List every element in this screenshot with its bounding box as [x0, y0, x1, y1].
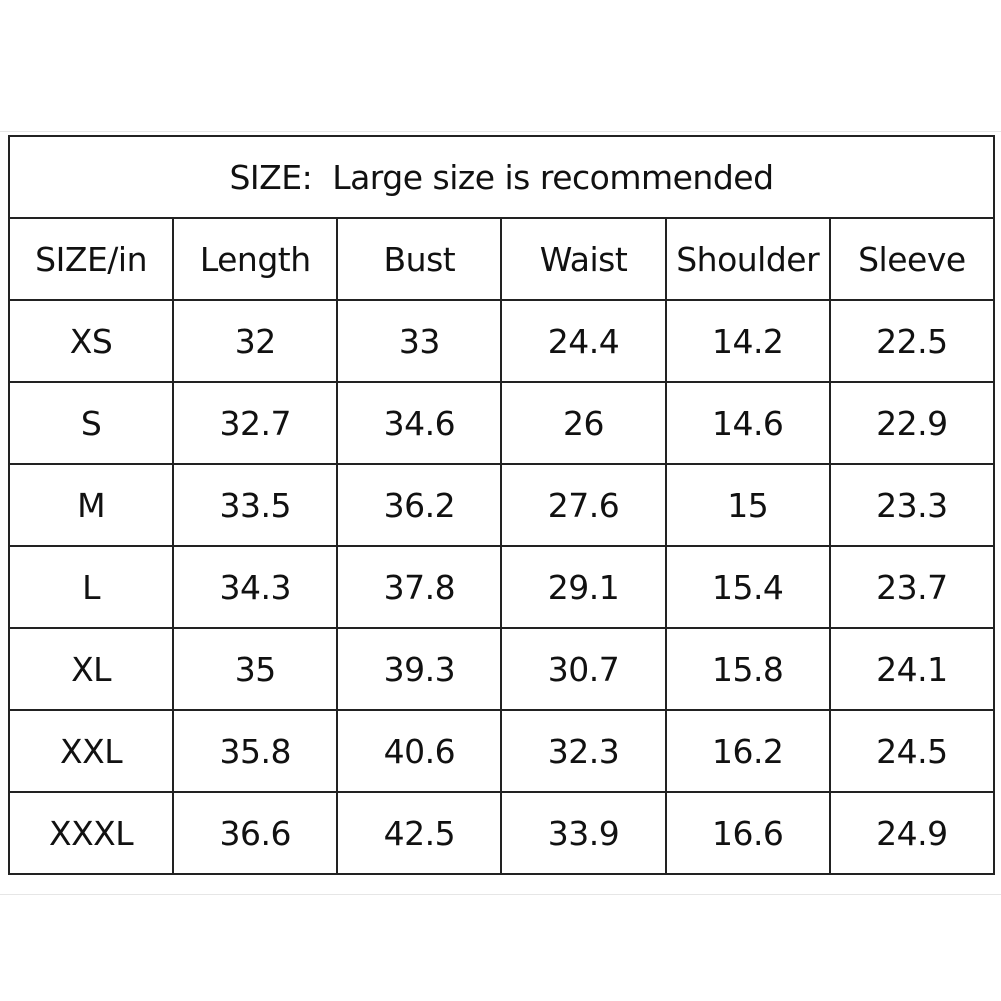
cell: 14.6 [664, 381, 831, 465]
cell: XS [7, 299, 175, 383]
cell: 14.2 [664, 299, 831, 383]
cell: 24.4 [500, 299, 667, 383]
cell: S [7, 381, 175, 465]
header-cell: Shoulder [664, 217, 831, 301]
cell: XXL [7, 709, 175, 793]
cell: 32.7 [172, 381, 339, 465]
cell: 26 [500, 381, 667, 465]
data-row: XXXL 36.6 42.5 33.9 16.6 24.9 [7, 791, 996, 875]
data-row: XXL 35.8 40.6 32.3 16.2 24.5 [7, 709, 996, 793]
cell: 33.9 [500, 791, 667, 875]
cell: 32.3 [500, 709, 667, 793]
cell: 15.8 [664, 627, 831, 711]
cell: 33 [336, 299, 503, 383]
cell: 23.7 [828, 545, 996, 629]
header-cell: Waist [500, 217, 667, 301]
header-cell: Sleeve [828, 217, 996, 301]
cell: 32 [172, 299, 339, 383]
table-title: SIZE: Large size is recommended [8, 135, 995, 219]
cell: 16.2 [664, 709, 831, 793]
cell: 35.8 [172, 709, 339, 793]
cell: 23.3 [828, 463, 996, 547]
cell: 22.5 [828, 299, 996, 383]
header-row: SIZE/in Length Bust Waist Shoulder Sleeve [7, 217, 996, 301]
header-cell: Bust [336, 217, 503, 301]
cell: 15.4 [664, 545, 831, 629]
sheet-gridline [0, 894, 1001, 895]
cell: 27.6 [500, 463, 667, 547]
cell: 36.6 [172, 791, 339, 875]
header-cell: SIZE/in [7, 217, 175, 301]
data-row: M 33.5 36.2 27.6 15 23.3 [7, 463, 996, 547]
cell: 24.5 [828, 709, 996, 793]
cell: 22.9 [828, 381, 996, 465]
cell: 16.6 [664, 791, 831, 875]
data-row: XS 32 33 24.4 14.2 22.5 [7, 299, 996, 383]
cell: 24.1 [828, 627, 996, 711]
cell: 37.8 [336, 545, 503, 629]
cell: 42.5 [336, 791, 503, 875]
cell: XXXL [7, 791, 175, 875]
cell: 30.7 [500, 627, 667, 711]
cell: L [7, 545, 175, 629]
title-row: SIZE: Large size is recommended [8, 135, 995, 219]
cell: 34.6 [336, 381, 503, 465]
cell: 33.5 [172, 463, 339, 547]
cell: 40.6 [336, 709, 503, 793]
cell: XL [7, 627, 175, 711]
data-row: S 32.7 34.6 26 14.6 22.9 [7, 381, 996, 465]
cell: 15 [664, 463, 831, 547]
cell: M [7, 463, 175, 547]
sheet-gridline [0, 131, 1001, 132]
cell: 34.3 [172, 545, 339, 629]
size-table: SIZE: Large size is recommended SIZE/in L… [7, 135, 996, 875]
cell: 24.9 [828, 791, 996, 875]
cell: 35 [172, 627, 339, 711]
data-row: L 34.3 37.8 29.1 15.4 23.7 [7, 545, 996, 629]
cell: 39.3 [336, 627, 503, 711]
cell: 36.2 [336, 463, 503, 547]
header-cell: Length [172, 217, 339, 301]
cell: 29.1 [500, 545, 667, 629]
data-row: XL 35 39.3 30.7 15.8 24.1 [7, 627, 996, 711]
